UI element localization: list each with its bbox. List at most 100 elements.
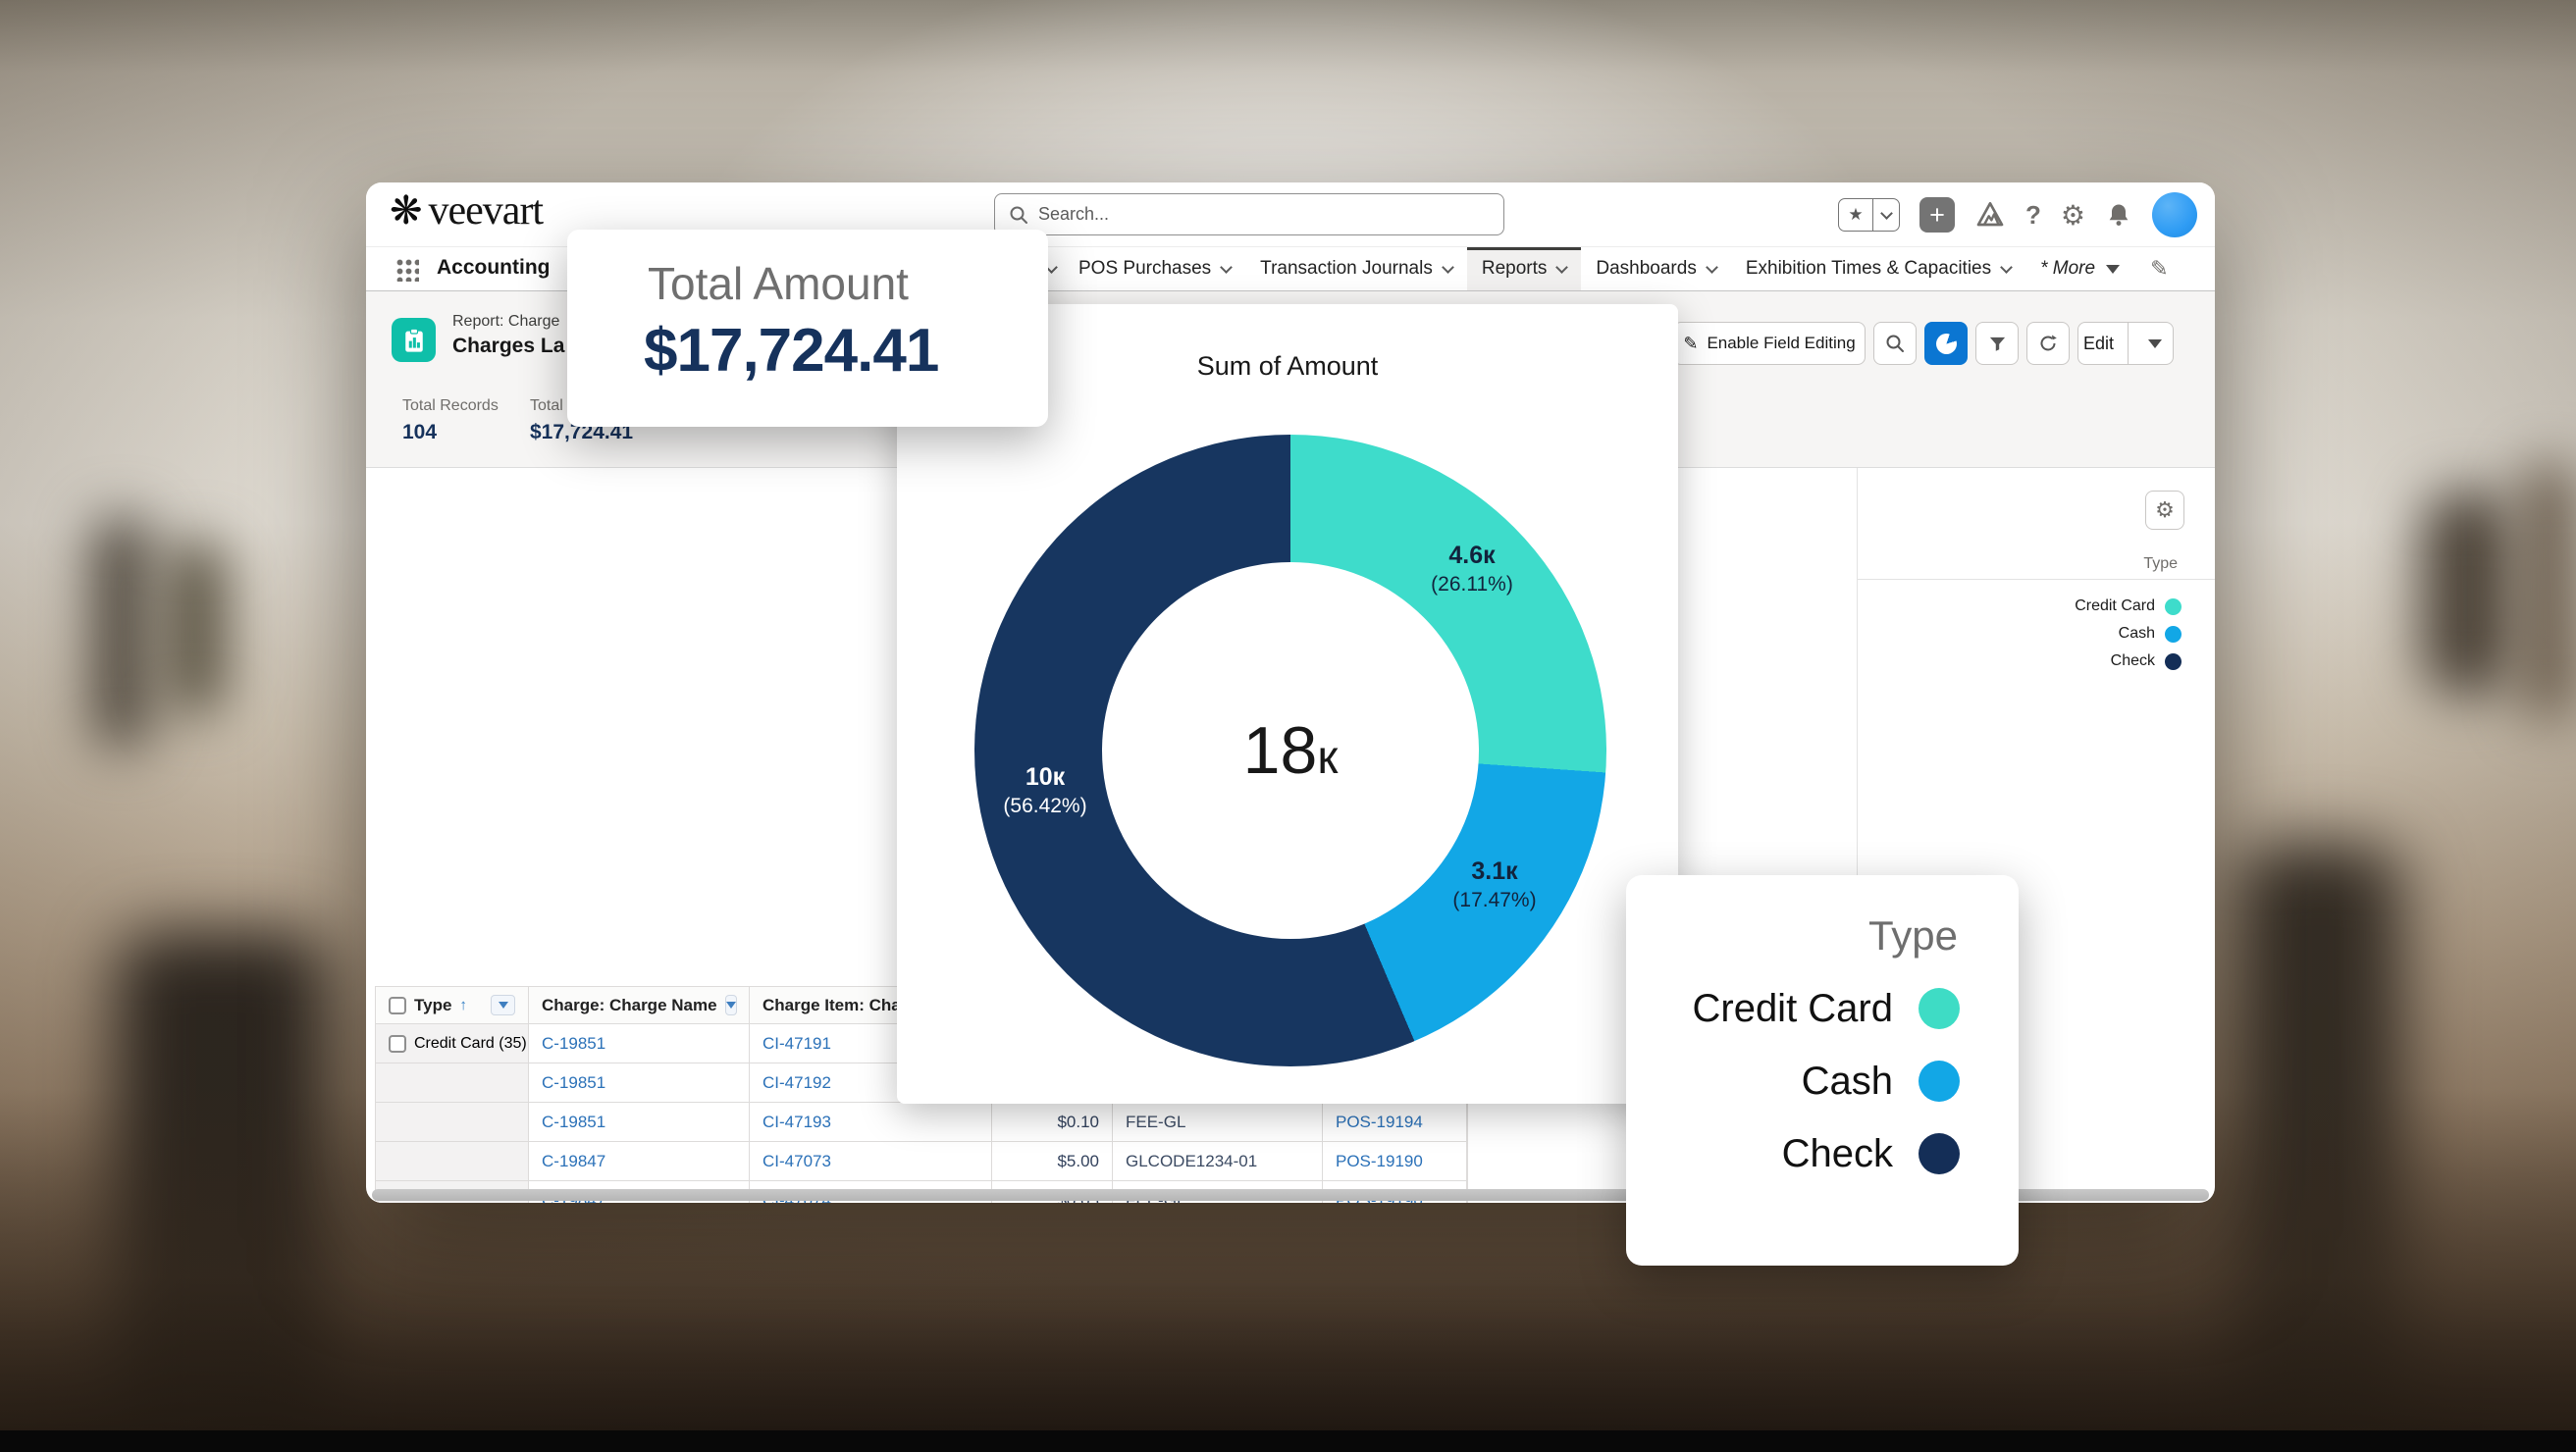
charge-item-link[interactable]: CI-47191 [762, 1033, 831, 1053]
report-title: Charges La [452, 335, 565, 357]
logo-wordmark: veevart [428, 188, 545, 233]
bottom-black-bar [0, 1430, 2576, 1452]
search-input[interactable] [1038, 204, 1490, 225]
gl-code-cell: FEE-GL [1113, 1103, 1323, 1142]
donut-ring[interactable]: 18 к [974, 435, 1606, 1066]
divider [2128, 323, 2129, 364]
app-launcher-waffle-icon[interactable] [395, 258, 419, 282]
nav-tabs: POS Purchases Transaction Journals Repor… [1039, 247, 2169, 290]
asterisk-logo-icon: ❋ [390, 189, 423, 233]
column-label: Type [414, 995, 452, 1014]
background-painting [165, 540, 226, 716]
legend-item-check[interactable]: Check [1897, 648, 2182, 674]
search-icon [1009, 205, 1028, 225]
legend-divider [1858, 579, 2215, 580]
tab-label: Dashboards [1596, 258, 1697, 279]
help-icon[interactable]: ? [2025, 199, 2041, 230]
tab-more[interactable]: * More [2025, 247, 2134, 290]
legend-dot [1919, 1133, 1960, 1174]
gl-code-cell: GLCODE1234-01 [1113, 1142, 1323, 1181]
legend-item-cash[interactable]: Cash [1897, 621, 2182, 647]
nav-edit-pencil-icon[interactable]: ✎ [2150, 256, 2169, 281]
total-amount-label: Total Amount [648, 258, 909, 309]
charge-item-link[interactable]: CI-47192 [762, 1072, 831, 1092]
tab-exhibition-times[interactable]: Exhibition Times & Capacities [1731, 247, 2025, 290]
filter-button[interactable] [1975, 322, 2019, 365]
notifications-bell-icon[interactable] [2105, 201, 2132, 229]
donut-total-value: 18 [1242, 713, 1318, 788]
panel-divider [1857, 468, 1858, 986]
legend-label: Credit Card [1692, 986, 1893, 1030]
caret-down-icon [2106, 264, 2121, 274]
total-records-value: 104 [402, 421, 438, 443]
group-cell [376, 1103, 529, 1142]
column-header-type[interactable]: Type ↑ [376, 987, 529, 1024]
report-icon [392, 318, 436, 362]
tab-dashboards[interactable]: Dashboards [1581, 247, 1730, 290]
charge-item-link[interactable]: CI-47193 [762, 1112, 831, 1131]
legend-label: Cash [2118, 625, 2155, 642]
total-label: Total [530, 397, 563, 414]
pencil-icon: ✎ [1683, 333, 1699, 353]
favorites-button[interactable]: ★ [1838, 198, 1900, 232]
legend-dot [2165, 597, 2182, 615]
veevart-logo[interactable]: ❋ veevart [390, 188, 545, 233]
charge-link[interactable]: C-19847 [542, 1151, 606, 1170]
legend-label: Cash [1801, 1059, 1893, 1103]
tab-label: POS Purchases [1078, 258, 1212, 279]
legend-title: Type [1867, 912, 1958, 959]
refresh-icon [2040, 335, 2057, 351]
select-all-checkbox[interactable] [389, 996, 406, 1014]
charge-link[interactable]: C-19851 [542, 1033, 606, 1053]
chart-settings-gear-button[interactable]: ⚙ [2145, 491, 2184, 530]
tab-label: Exhibition Times & Capacities [1745, 258, 1992, 279]
charge-item-link[interactable]: CI-47073 [762, 1151, 831, 1170]
background-painting [2422, 491, 2515, 697]
column-menu-button[interactable] [491, 995, 515, 1015]
column-label: Charge: Charge Name [542, 995, 717, 1014]
divider [1872, 199, 1873, 231]
edit-button[interactable]: Edit [2082, 333, 2115, 353]
find-in-report-button[interactable] [1873, 322, 1917, 365]
column-header-charge-name[interactable]: Charge: Charge Name [529, 987, 750, 1024]
charge-link[interactable]: C-19851 [542, 1112, 606, 1131]
chevron-down-icon [1705, 260, 1718, 274]
row-checkbox[interactable] [389, 1034, 406, 1053]
tab-label: Transaction Journals [1260, 258, 1433, 279]
total-amount-value: $17,724.41 [644, 317, 939, 385]
total-amount-callout: Total Amount $17,724.41 [567, 230, 1048, 427]
legend-item-credit-card[interactable]: Credit Card [1897, 594, 2182, 619]
donut-total-suffix: к [1317, 732, 1339, 784]
enable-field-editing-button[interactable]: ✎ Enable Field Editing [1673, 322, 1866, 365]
edit-dropdown-button[interactable] [2137, 338, 2173, 348]
pos-link[interactable]: POS-19190 [1336, 1151, 1423, 1170]
pos-link[interactable]: POS-19194 [1336, 1112, 1423, 1131]
type-legend-callout: Type Credit Card Cash Check [1626, 875, 2019, 1266]
global-actions: ★ + ? ⚙ [1838, 182, 2197, 247]
global-search[interactable] [994, 193, 1504, 235]
column-menu-button[interactable] [724, 995, 737, 1015]
charge-link[interactable]: C-19851 [542, 1072, 606, 1092]
tab-reports[interactable]: Reports [1466, 247, 1582, 290]
setup-gear-icon[interactable]: ⚙ [2060, 199, 2085, 231]
legend-dot [2165, 625, 2182, 643]
tab-transaction-journals[interactable]: Transaction Journals [1245, 247, 1467, 290]
legend-dot [1919, 1061, 1960, 1102]
amount-cell: $5.00 [992, 1142, 1113, 1181]
legend-dot [2165, 652, 2182, 670]
table-row: C-19851 CI-47193 $0.10 FEE-GL POS-19194 [376, 1103, 1467, 1142]
refresh-button[interactable] [2026, 322, 2070, 365]
trailhead-icon[interactable] [1974, 199, 2006, 231]
report-actions: ✎ Enable Field Editing Edit [1673, 322, 2174, 365]
favorites-dropdown[interactable] [1873, 206, 1899, 222]
user-avatar[interactable] [2152, 192, 2197, 237]
chevron-down-icon [1220, 260, 1234, 274]
tab-pos-purchases[interactable]: POS Purchases [1064, 247, 1245, 290]
tab-label: Reports [1481, 258, 1548, 279]
star-icon: ★ [1848, 205, 1864, 224]
global-add-button[interactable]: + [1919, 197, 1955, 233]
app-name: Accounting [437, 256, 551, 279]
toggle-chart-button[interactable] [1924, 322, 1968, 365]
slice-label-credit-card: 4.6к (26.11%) [1431, 542, 1513, 596]
